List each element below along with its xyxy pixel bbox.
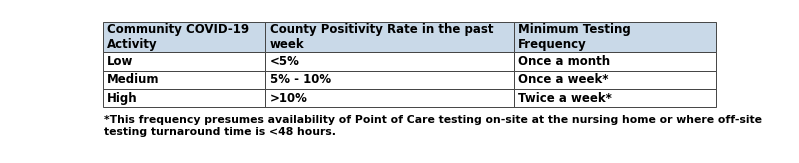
Text: Medium: Medium (107, 73, 160, 86)
Text: Twice a week*: Twice a week* (518, 92, 612, 105)
Bar (103, 71, 265, 89)
Text: County Positivity Rate in the past
week: County Positivity Rate in the past week (270, 23, 493, 51)
Bar (514, 52, 716, 71)
Text: >10%: >10% (270, 92, 308, 105)
Bar (514, 89, 716, 107)
Text: <5%: <5% (270, 55, 300, 68)
Bar (514, 71, 716, 89)
Bar (103, 52, 265, 71)
Text: *This frequency presumes availability of Point of Care testing on-site at the nu: *This frequency presumes availability of… (104, 115, 762, 137)
Text: Once a week*: Once a week* (518, 73, 609, 86)
Text: Minimum Testing
Frequency: Minimum Testing Frequency (518, 23, 630, 51)
Bar (265, 22, 514, 52)
Text: 5% - 10%: 5% - 10% (270, 73, 331, 86)
Text: Community COVID-19
Activity: Community COVID-19 Activity (107, 23, 249, 51)
Bar (514, 22, 716, 52)
Bar (103, 22, 265, 52)
Bar (103, 89, 265, 107)
Bar (265, 71, 514, 89)
Text: High: High (107, 92, 138, 105)
Text: Once a month: Once a month (518, 55, 610, 68)
Bar (265, 89, 514, 107)
Text: Low: Low (107, 55, 133, 68)
Bar (265, 52, 514, 71)
